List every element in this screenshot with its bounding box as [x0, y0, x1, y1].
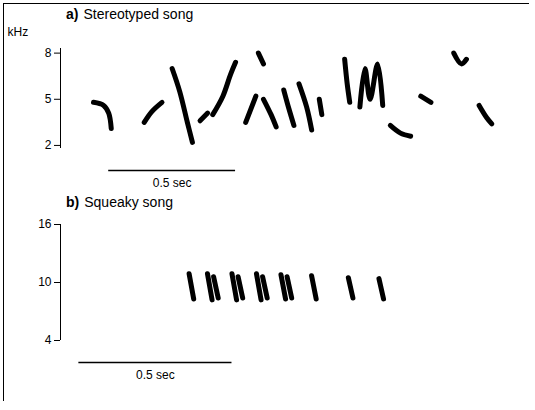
svg-text:5: 5 [45, 92, 52, 106]
svg-text:4: 4 [45, 333, 52, 347]
svg-text:8: 8 [45, 46, 52, 60]
svg-text:16: 16 [38, 217, 52, 231]
svg-text:10: 10 [38, 275, 52, 289]
svg-text:0.5 sec: 0.5 sec [136, 368, 175, 382]
html-text:a) Stereotyped song: a) Stereotyped song [66, 6, 194, 22]
svg-text:kHz: kHz [8, 25, 29, 39]
html-text:b) Squeaky song: b) Squeaky song [66, 194, 173, 210]
svg-text:0.5 sec: 0.5 sec [153, 176, 192, 190]
svg-text:2: 2 [45, 138, 52, 152]
